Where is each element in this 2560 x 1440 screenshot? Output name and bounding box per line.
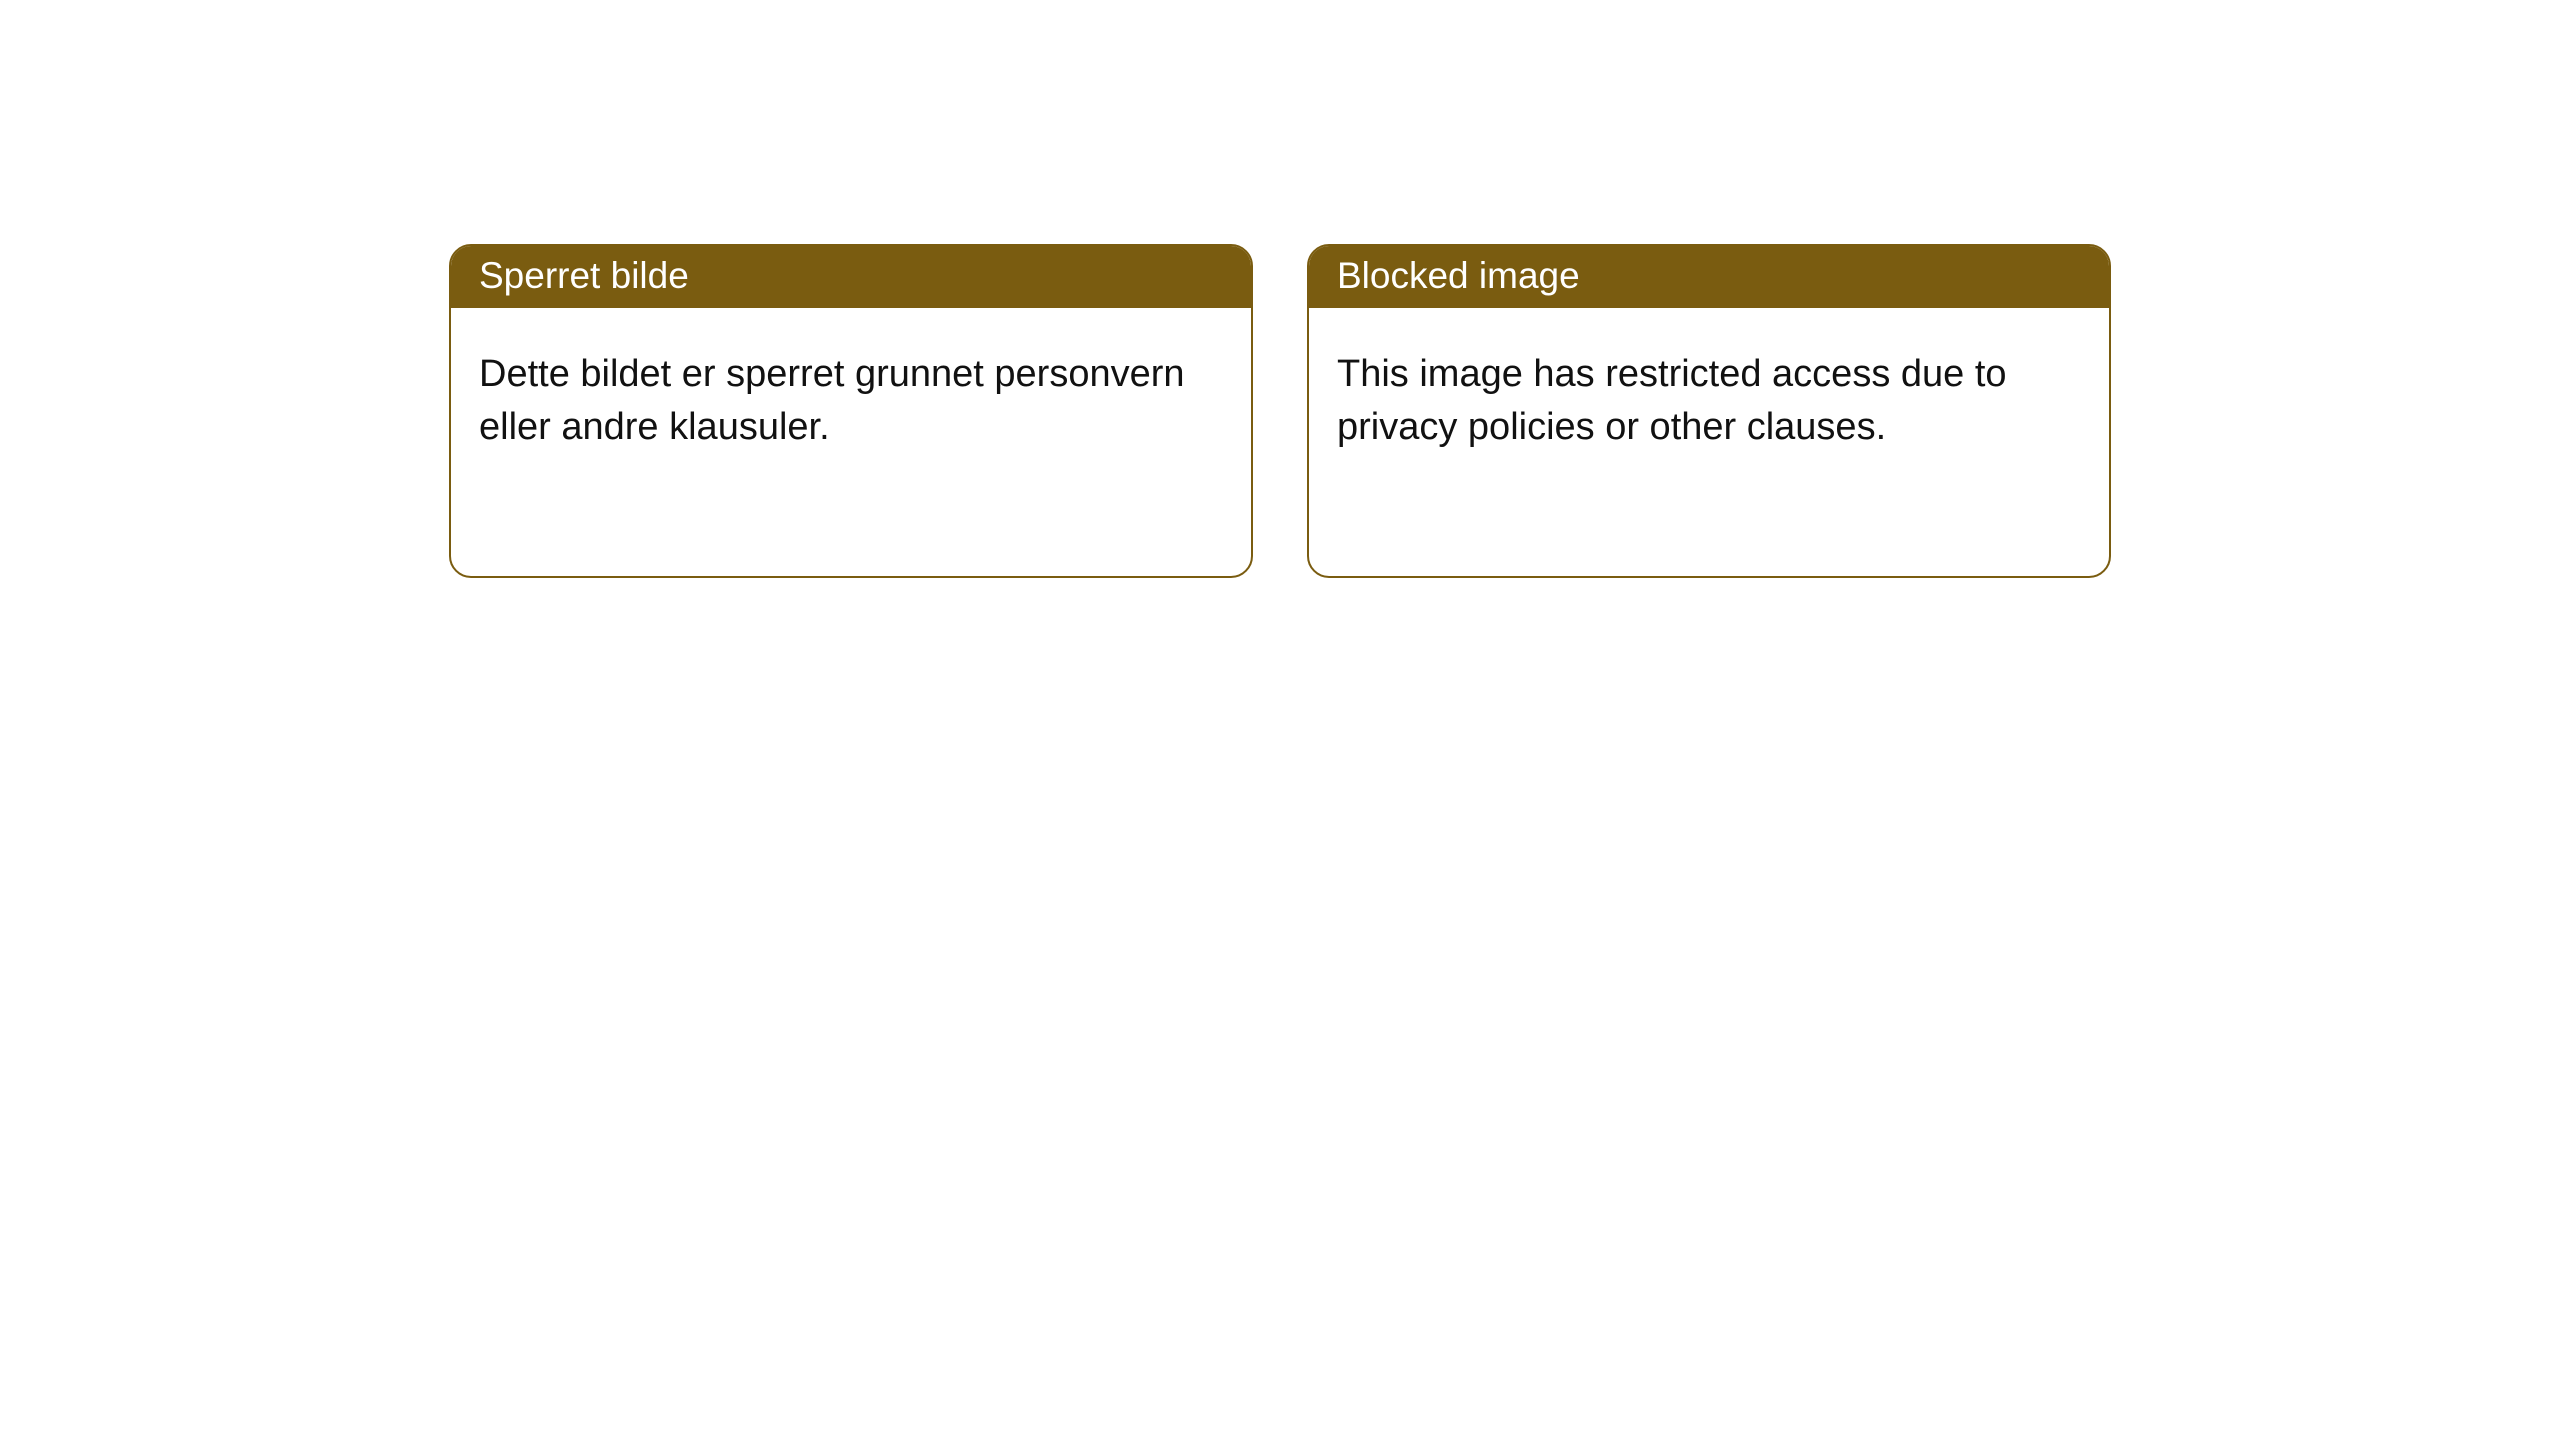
card-body-no: Dette bildet er sperret grunnet personve… bbox=[451, 308, 1251, 481]
blocked-image-card-no: Sperret bilde Dette bildet er sperret gr… bbox=[449, 244, 1253, 578]
card-body-en: This image has restricted access due to … bbox=[1309, 308, 2109, 481]
card-header-no: Sperret bilde bbox=[451, 246, 1251, 308]
card-header-en: Blocked image bbox=[1309, 246, 2109, 308]
blocked-image-card-en: Blocked image This image has restricted … bbox=[1307, 244, 2111, 578]
notice-container: Sperret bilde Dette bildet er sperret gr… bbox=[0, 0, 2560, 578]
